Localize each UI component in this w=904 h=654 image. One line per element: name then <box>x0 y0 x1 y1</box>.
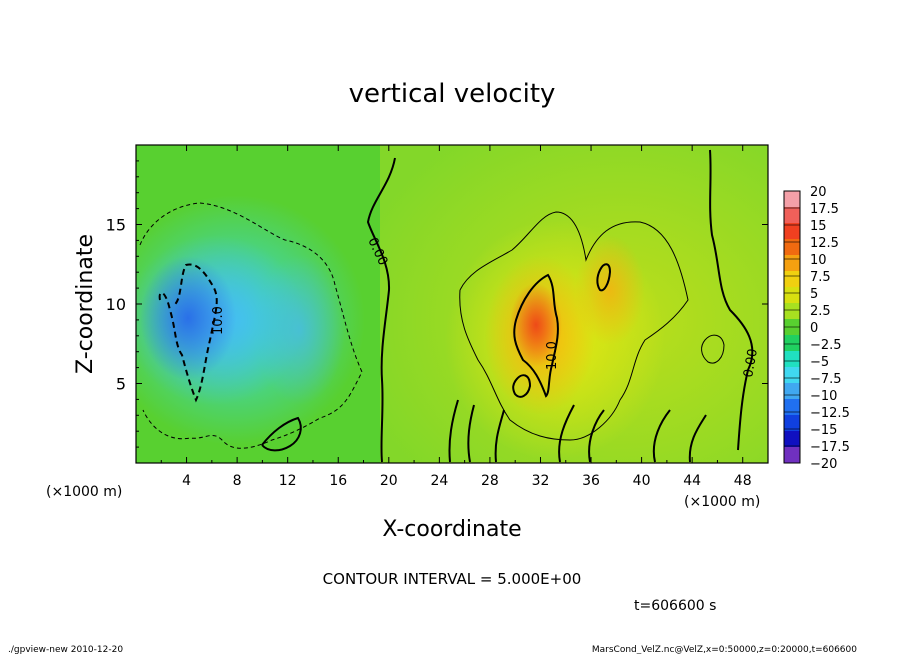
colorbar-label: 15 <box>810 219 827 234</box>
colorbar-label: 12.5 <box>810 236 839 251</box>
contour-pos10-small-b <box>512 374 532 398</box>
x-tick-label: 40 <box>633 473 651 489</box>
colorbar-swatch <box>784 271 800 288</box>
footer-right: MarsCond_VelZ.nc@VelZ,x=0:50000,z=0:2000… <box>592 645 857 654</box>
colorbar-label: −17.5 <box>810 440 850 455</box>
downdraft-side-shade <box>255 255 345 405</box>
colorbar-swatch <box>784 207 800 224</box>
contour-zero-left <box>366 157 396 463</box>
y-tick-label: 15 <box>106 216 126 235</box>
x-tick-label: 36 <box>582 473 600 489</box>
updraft-secondary-shade <box>575 235 645 345</box>
contour-pos10-main <box>513 273 559 398</box>
x-unit-label-left: (×1000 m) <box>46 484 122 500</box>
y-axis-title: Z-coordinate <box>73 234 98 374</box>
y-tick-label: 5 <box>116 375 126 394</box>
colorbar-label: 7.5 <box>810 270 831 285</box>
colorbar-swatch <box>784 223 800 240</box>
colorbar-label: −7.5 <box>810 372 842 387</box>
colorbar-label: 2.5 <box>810 304 831 319</box>
x-tick-label: 4 <box>182 473 191 489</box>
colorbar-swatch <box>784 303 800 320</box>
time-note: t=606600 s <box>634 598 716 614</box>
colorbar-swatch <box>784 367 800 384</box>
colorbar-swatch <box>784 255 800 272</box>
colorbar-swatch <box>784 239 800 256</box>
x-tick-label: 24 <box>430 473 448 489</box>
x-tick-label: 8 <box>233 473 242 489</box>
footer-left: ./gpview-new 2010-12-20 <box>8 645 123 654</box>
colorbar-swatch <box>784 399 800 416</box>
x-tick-label: 48 <box>734 473 752 489</box>
x-tick-label: 32 <box>532 473 550 489</box>
contour-pos5 <box>459 211 689 441</box>
colorbar-swatch <box>784 447 800 464</box>
colorbar-label: −15 <box>810 423 837 438</box>
plot-area: 10.0 0.00 10.0 0.00 <box>136 145 768 463</box>
x-tick-label: 44 <box>683 473 701 489</box>
colorbar-swatch <box>784 415 800 432</box>
colorbar-label: 17.5 <box>810 202 839 217</box>
contour-zero-right <box>709 149 754 451</box>
contour-bottom-cell <box>261 416 302 452</box>
chart-title: vertical velocity <box>349 79 556 109</box>
colorbar-swatch <box>784 351 800 368</box>
contour-neg10 <box>158 263 218 403</box>
y-tick-label: 10 <box>106 295 126 314</box>
contour-label-neg: 10.0 <box>211 306 226 335</box>
x-tick-label: 16 <box>329 473 347 489</box>
y-axis: 5 10 15 <box>106 160 768 448</box>
contour-label-pos: 10.0 <box>545 341 560 370</box>
x-tick-label: 28 <box>481 473 499 489</box>
colorbar-label: −10 <box>810 389 837 404</box>
colorbar-label: −12.5 <box>810 406 850 421</box>
downdraft-core-shade <box>140 256 236 380</box>
contour-neg5 <box>139 202 363 449</box>
contour-pos10-small-a <box>596 263 612 292</box>
contour-bottom-fingers <box>448 399 707 463</box>
colorbar-label: 10 <box>810 253 827 268</box>
colorbar-label: −5 <box>810 355 829 370</box>
x-axis-title: X-coordinate <box>382 517 521 542</box>
colorbar-swatch <box>784 335 800 352</box>
colorbar-label: 5 <box>810 287 818 302</box>
colorbar-label: 20 <box>810 185 827 200</box>
x-tick-label: 20 <box>380 473 398 489</box>
colorbar-swatch <box>784 431 800 448</box>
x-unit-label-right: (×1000 m) <box>684 494 760 510</box>
contour-label-zero-right: 0.00 <box>741 348 761 379</box>
x-axis: 4 8 12 16 20 24 28 32 36 40 44 48 <box>160 145 752 489</box>
colorbar-swatch <box>784 383 800 400</box>
colorbar: 20 17.5 15 12.5 10 7.5 5 2.5 0 −2.5 −5 −7.5 −10 −12.5… <box>783 185 850 472</box>
x-tick-label: 12 <box>279 473 297 489</box>
colorbar-label: −2.5 <box>810 338 842 353</box>
colorbar-label: 0 <box>810 321 818 336</box>
colorbar-label: −20 <box>810 457 837 472</box>
contour-pos-small-c <box>701 334 725 364</box>
contour-interval-note: CONTOUR INTERVAL = 5.000E+00 <box>323 570 582 588</box>
colorbar-swatch <box>784 191 800 208</box>
colorbar-swatch <box>784 287 800 304</box>
